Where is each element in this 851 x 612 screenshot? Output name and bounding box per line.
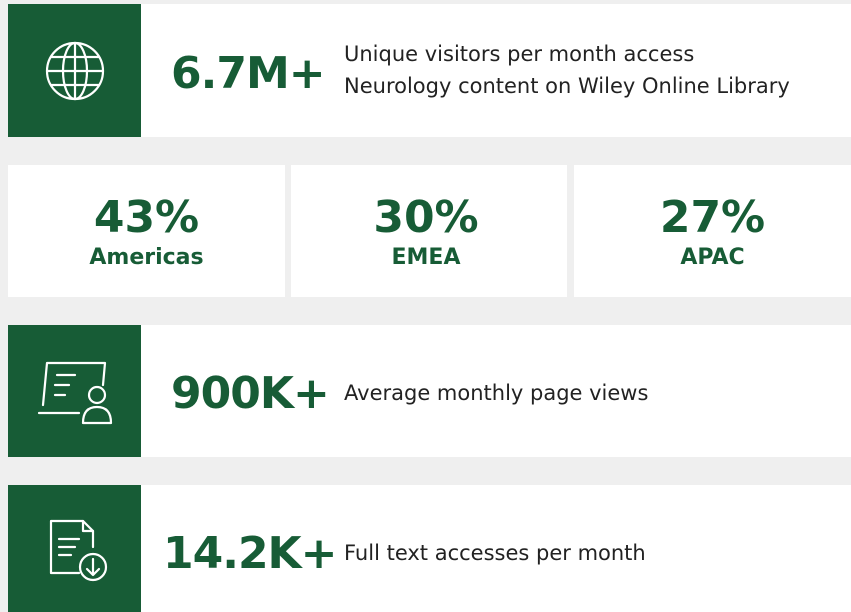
globe-icon	[8, 4, 141, 137]
stat-description: Unique visitors per month access Neurolo…	[344, 38, 790, 102]
desc-line: Full text accesses per month	[344, 541, 646, 565]
desc-line: Neurology content on Wiley Online Librar…	[344, 74, 790, 98]
region-value: 43%	[93, 192, 200, 243]
stat-description: Full text accesses per month	[344, 537, 646, 569]
region-card: 43% Americas	[8, 165, 285, 297]
desc-line: Average monthly page views	[344, 381, 649, 405]
accesses-card: 14.2K+ Full text accesses per month	[8, 485, 851, 612]
visitors-card: 6.7M+ Unique visitors per month access N…	[8, 4, 851, 137]
pageviews-card: 900K+ Average monthly page views	[8, 325, 851, 457]
desc-line: Unique visitors per month access	[344, 42, 695, 66]
region-value: 27%	[659, 192, 766, 243]
region-name: APAC	[680, 245, 745, 270]
region-card: 30% EMEA	[291, 165, 567, 297]
region-name: EMEA	[391, 245, 461, 270]
region-value: 30%	[373, 192, 479, 243]
stat-value: 6.7M+	[171, 48, 326, 99]
stat-value: 14.2K+	[163, 528, 338, 579]
stat-description: Average monthly page views	[344, 377, 648, 409]
screen-user-icon	[8, 325, 141, 457]
stat-value: 900K+	[171, 368, 330, 419]
document-download-icon	[8, 485, 141, 612]
region-card: 27% APAC	[574, 165, 851, 297]
region-name: Americas	[89, 245, 204, 270]
